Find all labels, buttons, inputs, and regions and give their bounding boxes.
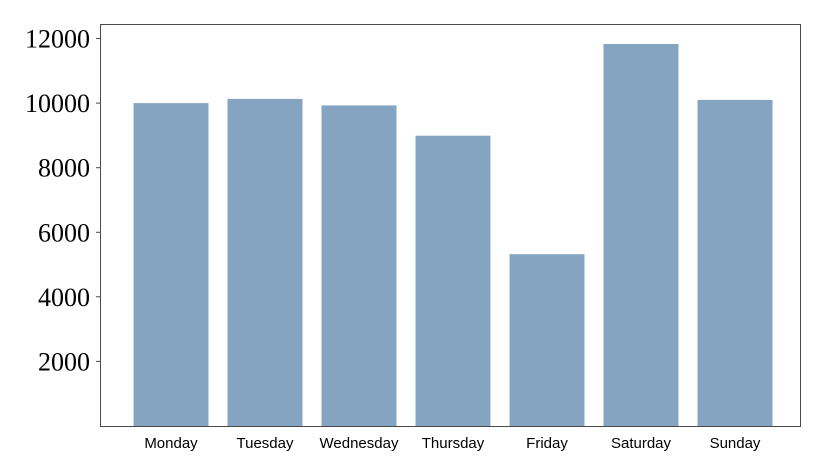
bar-friday bbox=[509, 254, 585, 426]
x-tick-label-friday: Friday bbox=[526, 435, 568, 452]
bar-thursday bbox=[415, 135, 491, 426]
y-tick-label-8000: 8000 bbox=[38, 154, 90, 183]
y-tick-label-10000: 10000 bbox=[25, 89, 90, 118]
x-tick-label-thursday: Thursday bbox=[422, 435, 485, 452]
y-tick-label-2000: 2000 bbox=[38, 347, 90, 376]
y-tick-label-12000: 12000 bbox=[25, 25, 90, 54]
bar-saturday bbox=[603, 44, 679, 426]
x-tick-label-saturday: Saturday bbox=[611, 435, 672, 452]
bar-monday bbox=[133, 103, 209, 426]
bars-group bbox=[133, 44, 773, 427]
y-tick-label-6000: 6000 bbox=[38, 218, 90, 247]
x-tick-label-sunday: Sunday bbox=[710, 435, 761, 452]
bar-tuesday bbox=[227, 98, 303, 427]
bar-wednesday bbox=[321, 105, 397, 427]
bar-sunday bbox=[697, 99, 773, 427]
x-tick-label-monday: Monday bbox=[144, 435, 198, 452]
x-axis-ticks: Monday Tuesday Wednesday Thursday Friday Satu… bbox=[144, 435, 761, 452]
plot-frame bbox=[100, 24, 801, 427]
y-tick-label-4000: 4000 bbox=[38, 283, 90, 312]
x-tick-label-tuesday: Tuesday bbox=[237, 435, 294, 452]
x-tick-label-wednesday: Wednesday bbox=[320, 435, 399, 452]
y-axis-ticks: 2000 4000 6000 8000 10000 12000 bbox=[25, 25, 100, 376]
